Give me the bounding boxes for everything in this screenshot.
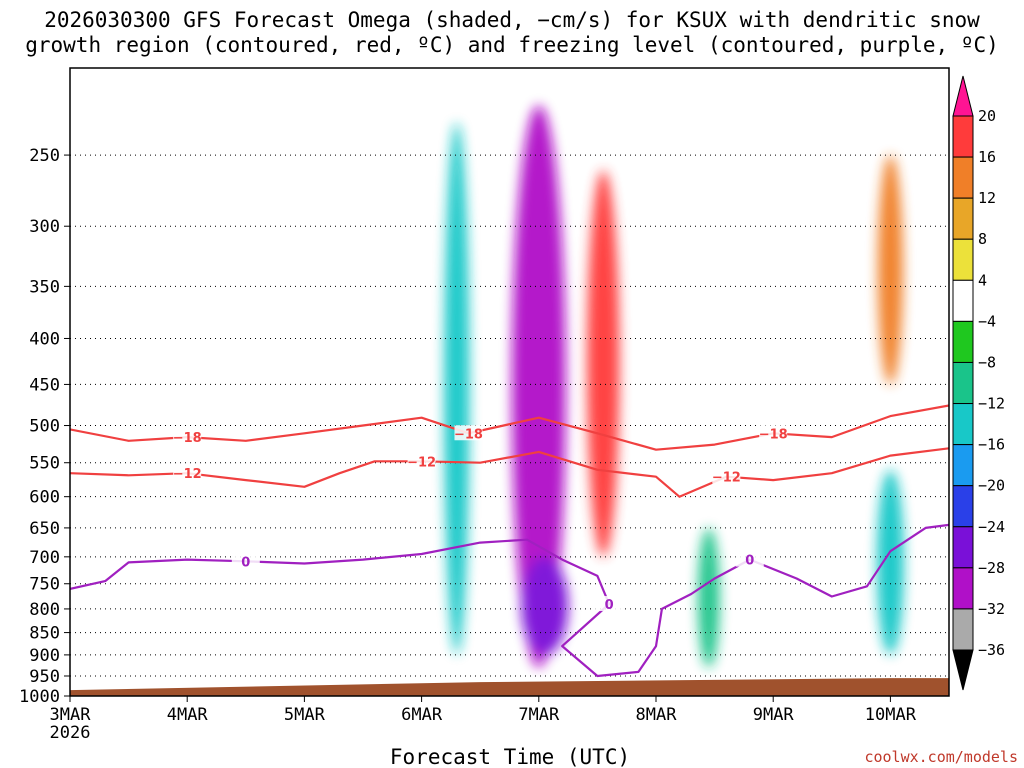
colorbar-bin: [952, 526, 974, 569]
chart-title-line2: growth region (contoured, red, ºC) and f…: [25, 33, 999, 57]
colorbar-label: 12: [978, 189, 996, 207]
omega-region-sinking-7mar: [587, 170, 620, 557]
y-tick-label: 300: [29, 217, 60, 237]
y-tick-label: 650: [29, 519, 60, 539]
contour-label-bg: [595, 596, 624, 612]
colorbar-bin: [952, 444, 974, 487]
y-tick-label: 900: [29, 646, 60, 666]
y-tick-label: 350: [29, 277, 60, 297]
colorbar-bin: [952, 361, 974, 405]
colorbar-label: −12: [978, 395, 1005, 413]
plot-area: 0 0 0 −12 −12 −12 −18 −18 −18: [70, 68, 949, 696]
contour-freezing-level: [70, 523, 949, 678]
colorbar-bin: [952, 485, 974, 528]
contour-label-bg: [173, 429, 202, 445]
colorbar-top-triangle: [952, 75, 974, 117]
omega-region-rising-10mar-low: [876, 469, 904, 655]
colorbar-bin: [952, 156, 974, 199]
omega-region-rising-6mar: [444, 122, 470, 655]
x-tick-label: 8MAR: [636, 705, 678, 725]
x-tick-label: 6MAR: [401, 705, 443, 725]
colorbar-bin: [952, 279, 974, 322]
x-tick-label: 7MAR: [518, 705, 560, 725]
contour-label-bg: [735, 551, 764, 567]
colorbar-bin: [952, 567, 974, 610]
x-tick-label: 10MAR: [865, 705, 917, 725]
ground-terrain: [70, 678, 949, 696]
contour-label-freezing-level: 0: [605, 598, 614, 613]
y-tick-label: 600: [29, 488, 60, 508]
omega-region-rising-7mar-low: [521, 556, 569, 655]
colorbar-bottom-triangle: [952, 649, 974, 691]
colorbar-label: −8: [978, 353, 996, 371]
contour-label-minus-12: −12: [712, 471, 741, 486]
colorbar-bin: [952, 115, 974, 158]
colorbar-label: −36: [978, 641, 1005, 659]
colorbar-label: 4: [978, 271, 987, 289]
omega-region-rising-core-7mar: [511, 105, 566, 668]
omega-shading: [444, 105, 904, 668]
y-tick-label: 550: [29, 454, 60, 474]
contour-label-bg: [173, 465, 202, 481]
contour-label-minus-12: −12: [407, 455, 436, 470]
y-tick-label: 850: [29, 624, 60, 644]
contour-label-minus-18: −18: [454, 427, 483, 442]
plot-frame: [69, 67, 950, 697]
contour-label-freezing-level: 0: [745, 554, 754, 569]
contour-minus-12: [70, 447, 949, 498]
contour-label-minus-18: −18: [173, 431, 202, 446]
y-tick-label: 250: [29, 146, 60, 166]
colorbar-label: −20: [978, 477, 1005, 495]
colorbar-bin: [952, 320, 974, 363]
colorbar-label: −32: [978, 600, 1005, 618]
x-tick-label: 9MAR: [753, 705, 795, 725]
colorbar-bin: [952, 403, 974, 446]
colorbar-label: 20: [978, 107, 996, 125]
x-axis-title: Forecast Time (UTC): [390, 745, 630, 768]
y-tick-label: 750: [29, 575, 60, 595]
x-tick-label: 3MAR: [50, 705, 92, 725]
x-tick-sublabel: 2026: [50, 723, 91, 743]
colorbar-label: −28: [978, 559, 1005, 577]
contour-label-bg: [759, 425, 788, 441]
contour-label-minus-12: −12: [173, 467, 202, 482]
colorbar-bin: [952, 238, 974, 281]
contour-label-bg: [712, 468, 741, 484]
contour-minus-18: [70, 404, 949, 451]
contour-label-freezing-level: 0: [241, 555, 250, 570]
y-tick-label: 950: [29, 667, 60, 687]
y-tick-label: 700: [29, 548, 60, 568]
colorbar-label: 16: [978, 148, 996, 166]
plot-background: [70, 68, 949, 696]
y-tick-label: 1000: [19, 687, 60, 707]
colorbar-label: −16: [978, 436, 1005, 454]
omega-region-sinking-10mar-upper: [877, 155, 904, 385]
y-axis: 2503003504004505005506006507007508008509…: [19, 146, 70, 707]
x-tick-label: 5MAR: [284, 705, 326, 725]
chart-title-line1: 2026030300 GFS Forecast Omega (shaded, −…: [44, 8, 980, 32]
y-tick-label: 800: [29, 600, 60, 620]
credit-link[interactable]: coolwx.com/models: [864, 748, 1018, 766]
colorbar-label: −24: [978, 518, 1005, 536]
contour-label-minus-18: −18: [759, 427, 788, 442]
y-tick-label: 500: [29, 417, 60, 437]
colorbar: 20 16 12 8 4 −4 −8 −12 −16 −20 −24 −28 −32 −36: [952, 75, 1005, 691]
y-tick-label: 450: [29, 375, 60, 395]
colorbar-label: −4: [978, 312, 996, 330]
colorbar-bin: [952, 197, 974, 240]
contours: 0 0 0 −12 −12 −12 −18 −18 −18: [70, 404, 949, 678]
contour-label-bg: [407, 453, 436, 469]
colorbar-label: 8: [978, 230, 987, 248]
y-tick-label: 400: [29, 329, 60, 349]
omega-region-rising-8mar-low: [697, 527, 720, 668]
contour-label-bg: [454, 425, 483, 441]
x-tick-label: 4MAR: [167, 705, 209, 725]
contour-label-bg: [231, 553, 260, 569]
colorbar-bin: [952, 608, 974, 651]
